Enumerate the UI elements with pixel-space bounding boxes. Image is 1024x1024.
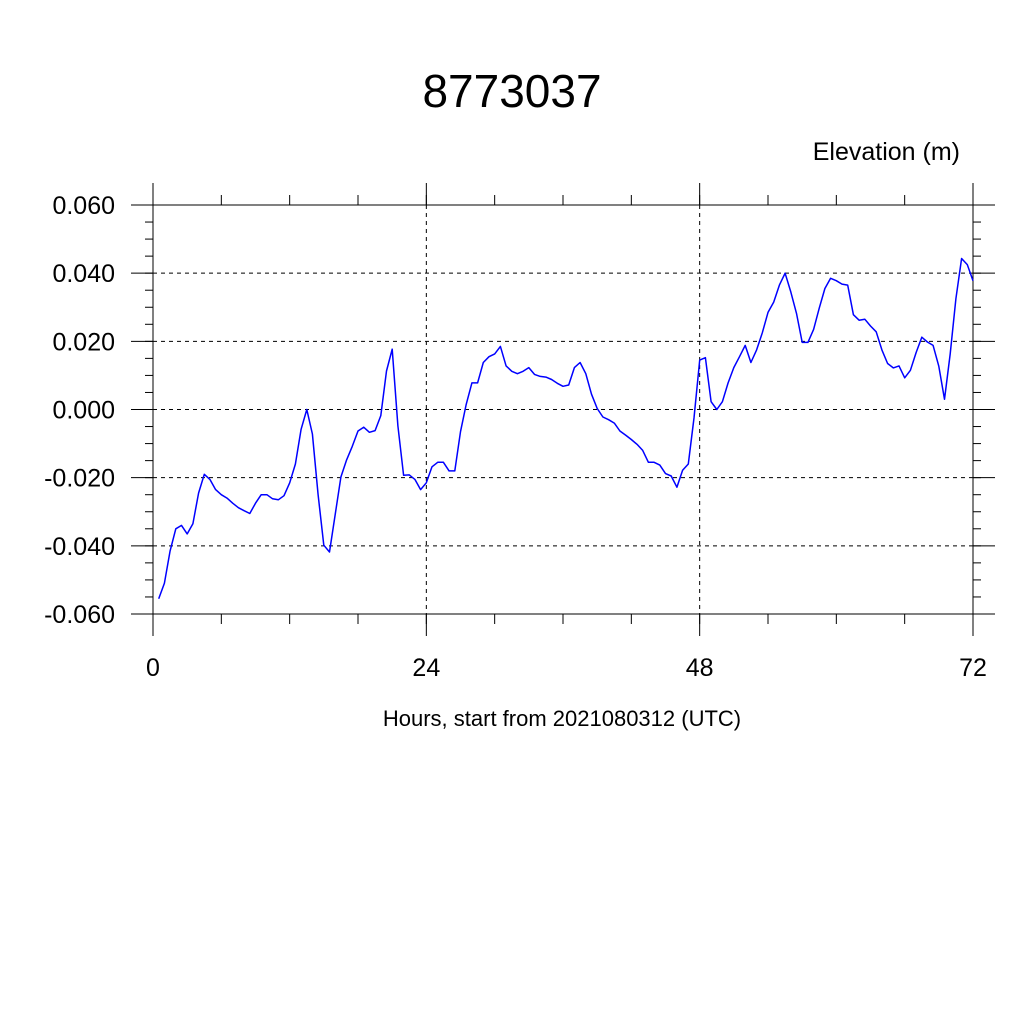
- y-axis-label: Elevation (m): [812, 138, 960, 166]
- y-tick-label: 0.000: [52, 397, 115, 425]
- x-tick-label: 0: [146, 654, 160, 682]
- y-tick-label: 0.040: [52, 260, 115, 288]
- x-axis-label: Hours, start from 2021080312 (UTC): [382, 706, 742, 731]
- y-tick-label: -0.060: [44, 601, 115, 629]
- x-tick-label: 48: [686, 654, 714, 682]
- x-tick-label: 72: [959, 654, 987, 682]
- y-tick-label: 0.020: [52, 328, 115, 356]
- x-tick-label: 24: [412, 654, 440, 682]
- chart-title: 8773037: [422, 65, 602, 117]
- y-tick-label: -0.020: [44, 465, 115, 493]
- elevation-series-line: [157, 257, 974, 599]
- y-tick-label: -0.040: [44, 533, 115, 561]
- y-tick-label: 0.060: [52, 192, 115, 220]
- plot-frame: [152, 204, 974, 615]
